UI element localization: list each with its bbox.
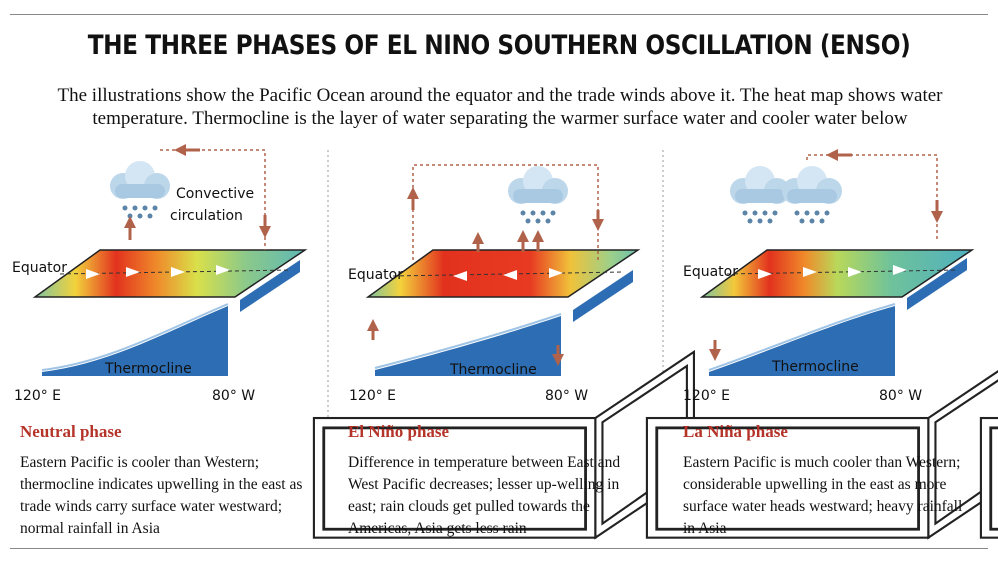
panel-diagram: Equator Thermocline 120° E 80° W (683, 149, 998, 539)
thermocline-label: Thermocline (449, 362, 537, 378)
phase-title: Neutral phase (20, 422, 122, 441)
annotation: Convective circulation (170, 186, 254, 224)
phase-description: Eastern Pacific is cooler than Western; … (20, 454, 303, 537)
thermocline-label: Thermocline (771, 359, 859, 375)
subtitle: The illustrations show the Pacific Ocean… (57, 85, 943, 129)
thermocline-label: Thermocline (104, 361, 192, 377)
title: THE THREE PHASES OF EL NINO SOUTHERN OSC… (87, 30, 911, 61)
phase-description: Difference in temperature between East a… (348, 454, 621, 537)
phase-description: Eastern Pacific is much cooler than West… (683, 454, 963, 537)
phase-title: La Niña phase (683, 422, 788, 441)
equator-label: Equator (348, 267, 403, 283)
bottom-rule (10, 548, 988, 549)
panel-diagram: Equator Thermocline 120° E 80° W (348, 164, 998, 539)
equator-label: Equator (12, 260, 67, 276)
top-rule (10, 14, 988, 15)
equator-label: Equator (683, 264, 738, 280)
panel-diagram: Convective circulation Equator Thermoclin… (12, 144, 695, 539)
phase-title: El Niño phase (348, 422, 450, 441)
east-label: 80° W (545, 388, 588, 404)
east-label: 80° W (212, 388, 255, 404)
east-label: 80° W (879, 388, 922, 404)
west-label: 120° E (349, 388, 396, 404)
west-label: 120° E (14, 388, 61, 404)
west-label: 120° E (683, 388, 730, 404)
